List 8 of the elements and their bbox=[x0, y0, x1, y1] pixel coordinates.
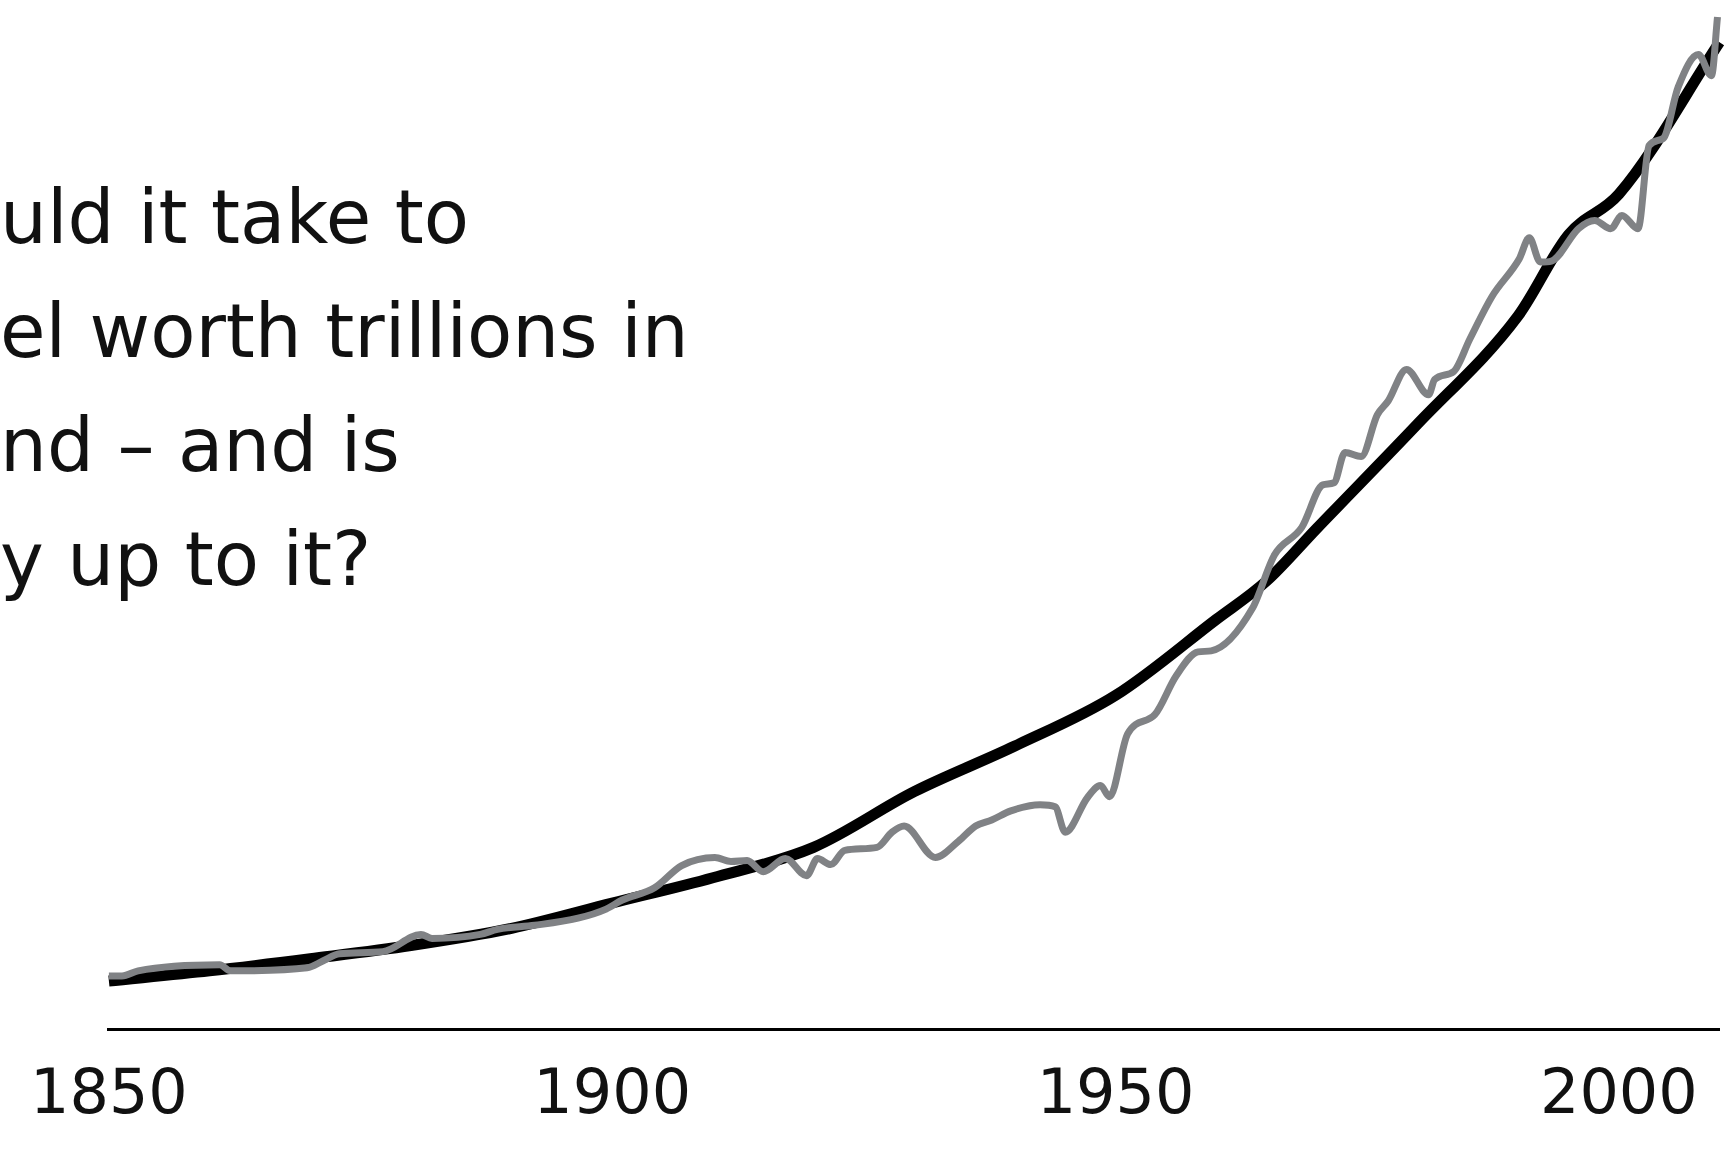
x-tick-label: 1850 bbox=[29, 1054, 188, 1128]
x-tick-label: 2000 bbox=[1539, 1054, 1698, 1128]
annotation: y up to it? bbox=[0, 515, 373, 604]
annotation: uld it take to bbox=[0, 173, 470, 262]
annotation: el worth trillions in bbox=[0, 287, 689, 376]
annotation: nd – and is bbox=[0, 401, 401, 490]
x-tick-label: 1900 bbox=[533, 1054, 692, 1128]
x-tick-label: 1950 bbox=[1036, 1054, 1195, 1128]
